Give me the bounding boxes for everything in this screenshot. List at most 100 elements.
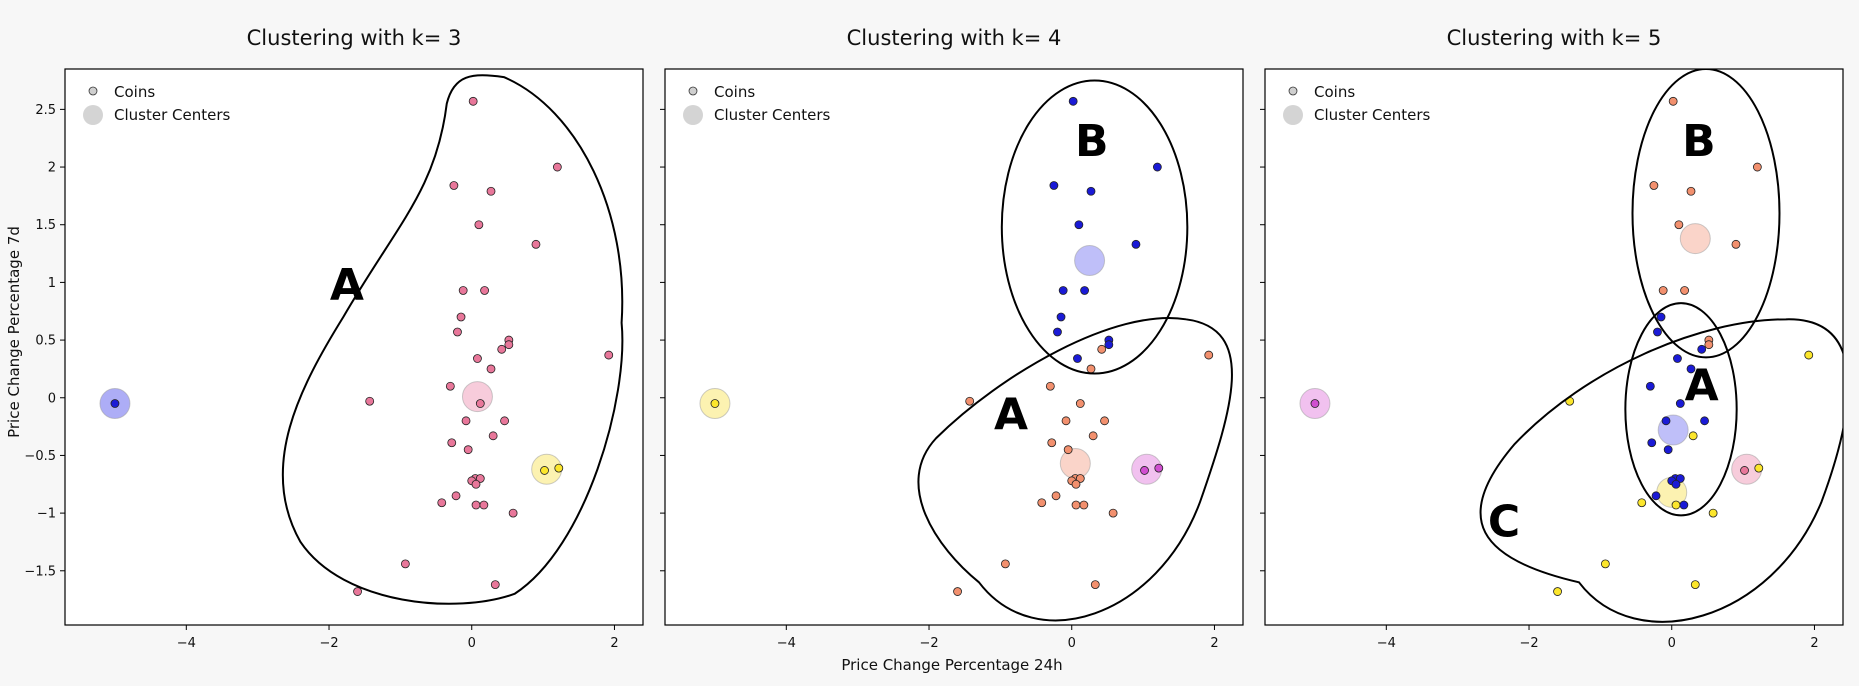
y-tick-label: 0 (48, 391, 56, 406)
cluster-annotation-a: A (330, 260, 364, 311)
coin-point (1056, 312, 1066, 322)
cluster-outline (1000, 79, 1189, 375)
plot-area (64, 68, 644, 626)
coin-point (1647, 438, 1657, 448)
cluster-annotation-a: A (994, 389, 1028, 440)
coin-point (475, 474, 485, 483)
panel-title: Clustering with k= 3 (247, 26, 462, 50)
coin-point (1671, 479, 1681, 489)
coin-point (1600, 559, 1610, 569)
x-tick-label: 0 (468, 636, 476, 651)
coin-point (1086, 186, 1096, 196)
x-tick-label: −2 (919, 636, 938, 651)
cluster-center (1679, 223, 1711, 255)
coin-point (1080, 286, 1089, 295)
legend-coins-label: Coins (714, 83, 755, 101)
coin-point (1656, 312, 1666, 322)
coin-point (447, 438, 457, 448)
coin-point (1037, 498, 1047, 508)
coin-point (552, 162, 562, 172)
legend-coins-marker (88, 86, 98, 96)
panel-title: Clustering with k= 5 (1447, 26, 1662, 50)
coin-point (540, 466, 549, 475)
coin-point (1752, 162, 1762, 172)
coin-point (480, 286, 489, 295)
coin-point (1000, 559, 1010, 569)
coin-point (353, 587, 362, 596)
coin-point (479, 500, 489, 510)
coin-point (449, 181, 459, 190)
coin-point (1131, 239, 1141, 249)
coin-point (1068, 96, 1078, 106)
coin-point (486, 186, 496, 196)
coin-point (445, 381, 455, 391)
legend-centers-label: Cluster Centers (1314, 106, 1430, 124)
coin-point (453, 327, 462, 337)
cluster-annotation-c: C (1488, 497, 1520, 548)
coin-point (1090, 580, 1100, 590)
coin-point (400, 559, 410, 569)
coin-point (1653, 327, 1662, 337)
coin-point (710, 399, 720, 408)
coin-point (1097, 344, 1107, 354)
coin-point (1088, 431, 1098, 441)
panel-1: Clustering with k= 3 A −4 −2 0 2 −1.5 −1 −0.5 0 0.… (24, 26, 644, 651)
cluster-center (1059, 448, 1091, 480)
x-tick-label: 0 (1668, 636, 1676, 651)
shared-y-axis-label: Price Change Percentage 7d (5, 226, 23, 438)
coin-point (458, 286, 468, 295)
cluster-annotation-b: B (1682, 116, 1716, 167)
panel-2: Clustering with k= 4BA−4 −2 0 2CoinsCluster… (660, 26, 1244, 651)
coin-point (1645, 381, 1655, 391)
y-tick-label: 1.5 (35, 218, 56, 233)
coin-point (497, 344, 507, 354)
plot-content: B A C (1299, 69, 1843, 623)
coin-point (1063, 445, 1073, 455)
legend-centers-marker (1283, 105, 1303, 125)
coin-point (1058, 286, 1068, 295)
coin-point (1668, 96, 1678, 106)
y-tick-label: −1.5 (24, 564, 56, 579)
cluster-outline (281, 74, 624, 605)
x-tick-label: −2 (1519, 636, 1538, 651)
x-tick-label: −4 (1377, 636, 1396, 651)
cluster-center (461, 381, 493, 413)
x-tick-label: 2 (1210, 636, 1218, 651)
coin-point (1073, 354, 1082, 363)
coin-point (1053, 327, 1062, 337)
coin-point (1700, 416, 1709, 426)
coin-point (965, 396, 975, 406)
coin-point (953, 587, 962, 596)
coin-point (1675, 399, 1685, 408)
coin-point (473, 354, 482, 363)
coin-point (451, 491, 461, 501)
coin-point (1697, 344, 1707, 354)
cluster-annotation-b: B (1075, 116, 1109, 167)
x-tick-label: −4 (177, 636, 196, 651)
coin-point (1804, 350, 1814, 360)
coin-point (1686, 364, 1696, 374)
y-tick-label: 1 (48, 276, 56, 291)
coin-point (463, 445, 473, 455)
coin-point (500, 416, 509, 426)
coin-point (1049, 181, 1059, 190)
coin-point (1740, 466, 1749, 475)
legend-centers-marker (83, 105, 103, 125)
plot-content: A (99, 74, 624, 605)
legend: Coins Cluster Centers (683, 83, 830, 125)
coin-point (1204, 350, 1214, 360)
legend-coins-marker (1288, 86, 1298, 96)
coin-point (1637, 498, 1647, 508)
coin-point (1075, 474, 1085, 483)
plot-content: BA (699, 79, 1233, 622)
coin-point (1671, 500, 1681, 510)
legend-coins-label: Coins (1314, 83, 1355, 101)
x-tick-label: −4 (777, 636, 796, 651)
shared-x-axis-label: Price Change Percentage 24h (841, 656, 1062, 674)
coin-point (1140, 466, 1149, 475)
x-tick-label: 2 (610, 636, 618, 651)
coin-point (1673, 354, 1682, 363)
cluster-annotation-a: A (1685, 361, 1719, 412)
coin-point (1704, 340, 1714, 350)
